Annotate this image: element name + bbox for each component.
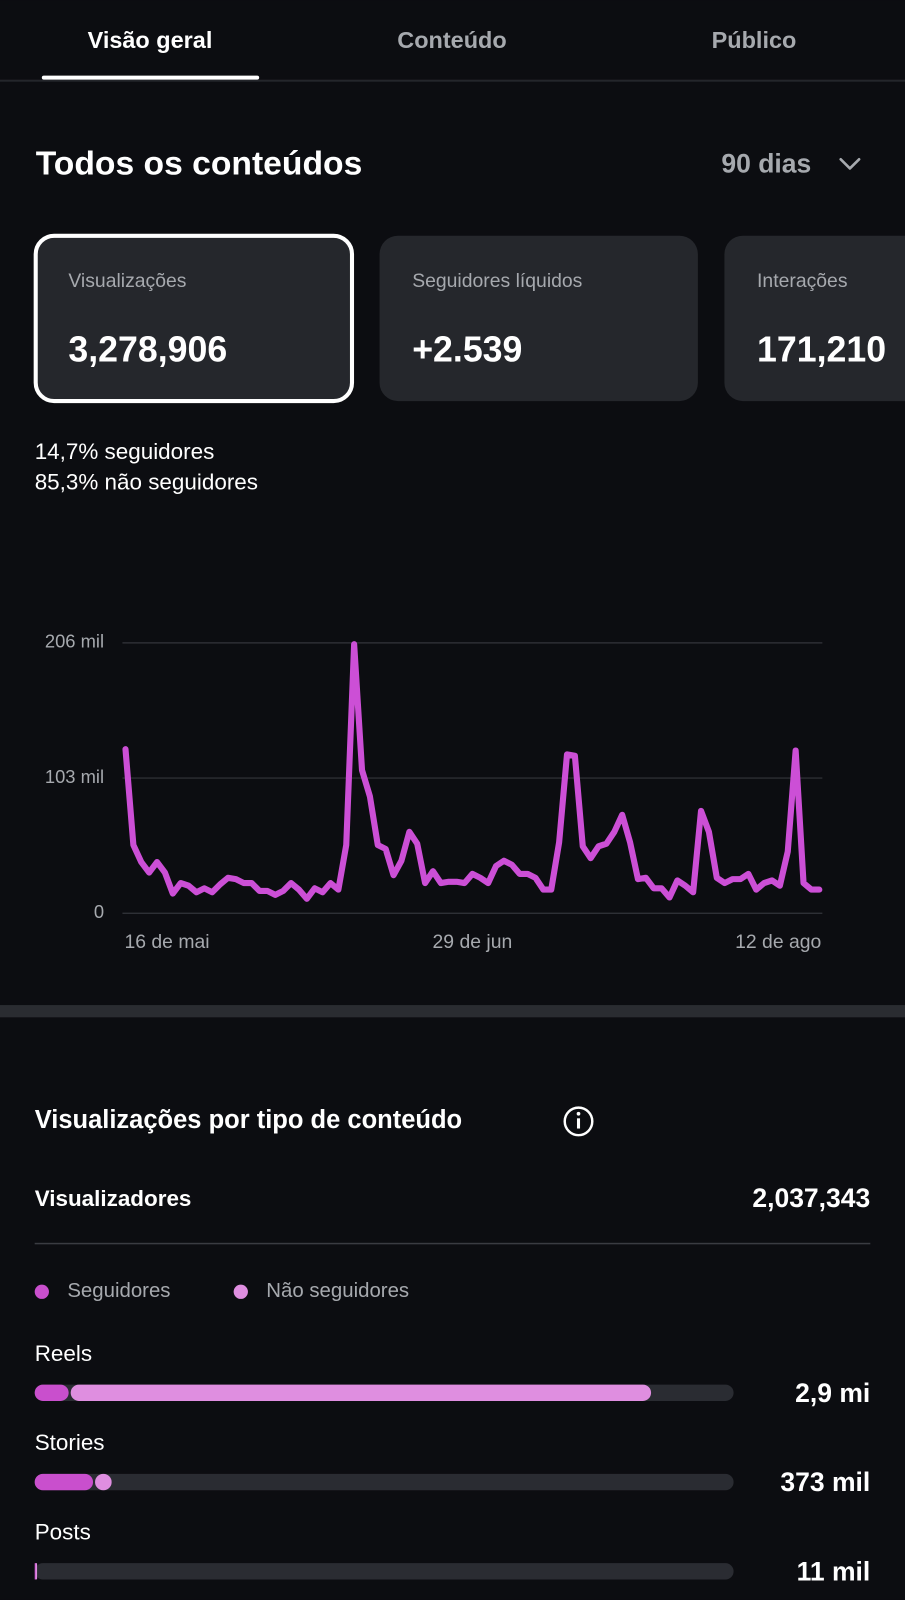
share: 85,3% bbox=[35, 470, 99, 495]
total-label: 11 mil bbox=[797, 1556, 871, 1586]
bar-chart: Seguidores Não seguidores Reels 2,9 mi Stori… bbox=[34, 1280, 871, 1586]
category-label: Reels bbox=[35, 1341, 92, 1366]
total-label: 2,9 mi bbox=[795, 1378, 870, 1408]
section-title: Todos os conteúdos bbox=[36, 145, 363, 182]
total-label: 373 mil bbox=[780, 1467, 870, 1497]
bar-segment bbox=[34, 1384, 69, 1401]
x-tick-label: 29 de jun bbox=[433, 931, 513, 953]
chevron[interactable] bbox=[839, 157, 861, 170]
info-circle bbox=[563, 1106, 594, 1137]
divider bbox=[34, 1242, 871, 1245]
tab-divider bbox=[0, 79, 905, 82]
tab[interactable]: Conteúdo bbox=[397, 27, 506, 53]
share-label: seguidores bbox=[105, 439, 215, 464]
tab[interactable]: Visão geral bbox=[88, 27, 213, 53]
legend-swatch bbox=[34, 1284, 49, 1299]
card-value: 3,278,906 bbox=[68, 330, 227, 370]
viewers-label: Visualizadores bbox=[35, 1186, 192, 1211]
y-tick-label: 103 mil bbox=[45, 766, 104, 787]
line bbox=[122, 641, 823, 902]
bar-track bbox=[34, 1563, 734, 1580]
chart-title: Visualizações por tipo de conteúdo bbox=[35, 1106, 462, 1134]
legend-label: Seguidores bbox=[67, 1280, 170, 1302]
category-label: Posts bbox=[35, 1520, 91, 1545]
line-chart: 0 103 mil 206 mil 16 de mai 29 de jun 12 de a… bbox=[45, 631, 823, 953]
info-icon[interactable] bbox=[563, 1106, 594, 1137]
tab[interactable]: Público bbox=[712, 27, 797, 53]
bar-segment bbox=[35, 1563, 38, 1580]
category-label: Stories bbox=[35, 1430, 105, 1455]
viewers-value: 2,037,343 bbox=[752, 1183, 870, 1213]
card-label: Seguidores líquidos bbox=[412, 270, 582, 292]
metric-card[interactable] bbox=[379, 235, 698, 402]
info-dot bbox=[576, 1111, 581, 1116]
y-tick-label: 0 bbox=[94, 901, 104, 922]
y-tick-label: 206 mil bbox=[45, 631, 104, 652]
info-stem bbox=[576, 1118, 581, 1129]
card-label: Interações bbox=[757, 270, 847, 292]
section-divider bbox=[0, 1005, 905, 1018]
x-tick-label: 12 de ago bbox=[735, 931, 821, 953]
bar-segment bbox=[95, 1473, 112, 1491]
share-label: não seguidores bbox=[105, 470, 258, 495]
audience-share: 14,7% seguidores bbox=[35, 439, 215, 464]
bar-segment bbox=[34, 1473, 94, 1491]
share: 14,7% bbox=[35, 439, 99, 464]
tab-indicator bbox=[41, 75, 260, 80]
card-value: +2.539 bbox=[412, 330, 522, 370]
card-label: Visualizações bbox=[68, 270, 186, 292]
legend-swatch bbox=[233, 1284, 248, 1299]
metric-card[interactable] bbox=[33, 233, 355, 404]
bar-segment bbox=[70, 1384, 652, 1401]
audience-share: 85,3% não seguidores bbox=[35, 470, 258, 495]
x-tick-label: 16 de mai bbox=[124, 931, 209, 953]
legend-label: Não seguidores bbox=[266, 1280, 409, 1302]
period-selector[interactable]: 90 dias bbox=[721, 148, 811, 178]
bar-track bbox=[34, 1473, 734, 1491]
metric-card[interactable] bbox=[724, 235, 905, 402]
card-value: 171,210 bbox=[757, 330, 886, 370]
